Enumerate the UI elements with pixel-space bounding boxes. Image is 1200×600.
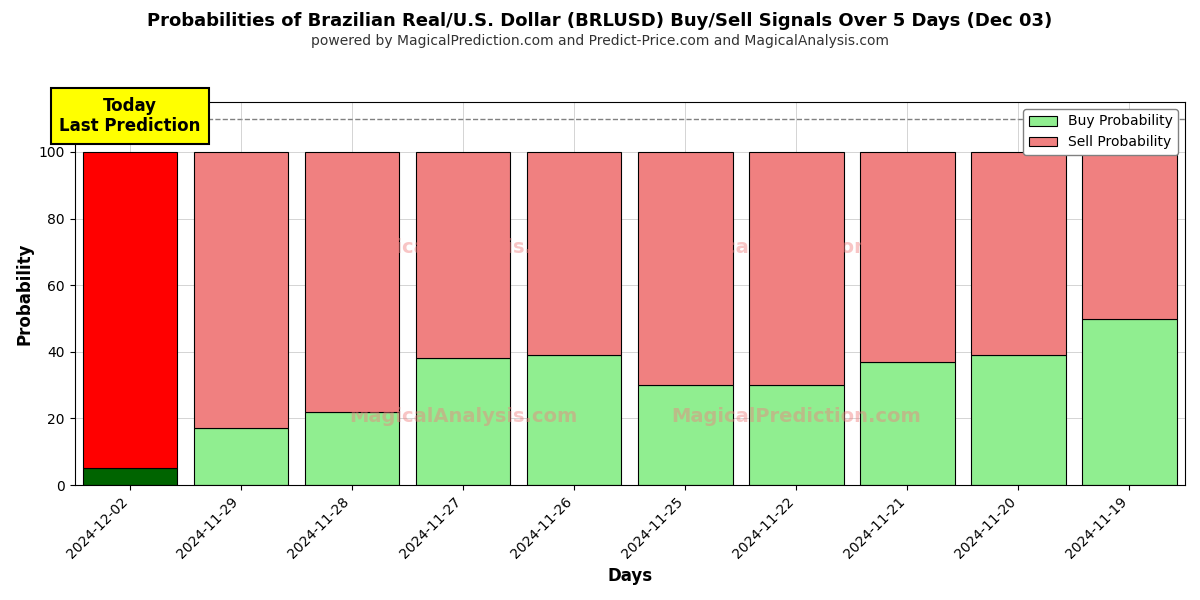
Bar: [860, 152, 955, 362]
Bar: [305, 412, 400, 485]
Bar: [749, 152, 844, 385]
X-axis label: Days: Days: [607, 567, 653, 585]
Bar: [194, 428, 288, 485]
Text: Today
Last Prediction: Today Last Prediction: [60, 97, 200, 136]
Text: MagicalPrediction.com: MagicalPrediction.com: [672, 238, 922, 257]
Bar: [860, 362, 955, 485]
Text: Probabilities of Brazilian Real/U.S. Dollar (BRLUSD) Buy/Sell Signals Over 5 Day: Probabilities of Brazilian Real/U.S. Dol…: [148, 12, 1052, 30]
Bar: [638, 152, 732, 385]
Bar: [527, 152, 622, 355]
Bar: [83, 469, 178, 485]
Legend: Buy Probability, Sell Probability: Buy Probability, Sell Probability: [1024, 109, 1178, 155]
Bar: [83, 152, 178, 469]
Bar: [305, 152, 400, 412]
Text: MagicalAnalysis.com: MagicalAnalysis.com: [349, 238, 577, 257]
Bar: [194, 152, 288, 428]
Y-axis label: Probability: Probability: [16, 242, 34, 345]
Bar: [416, 152, 510, 358]
Bar: [416, 358, 510, 485]
Bar: [971, 152, 1066, 355]
Text: powered by MagicalPrediction.com and Predict-Price.com and MagicalAnalysis.com: powered by MagicalPrediction.com and Pre…: [311, 34, 889, 48]
Bar: [1082, 152, 1177, 319]
Bar: [638, 385, 732, 485]
Text: MagicalPrediction.com: MagicalPrediction.com: [672, 407, 922, 425]
Bar: [527, 355, 622, 485]
Bar: [971, 355, 1066, 485]
Text: MagicalAnalysis.com: MagicalAnalysis.com: [349, 407, 577, 425]
Bar: [1082, 319, 1177, 485]
Bar: [749, 385, 844, 485]
